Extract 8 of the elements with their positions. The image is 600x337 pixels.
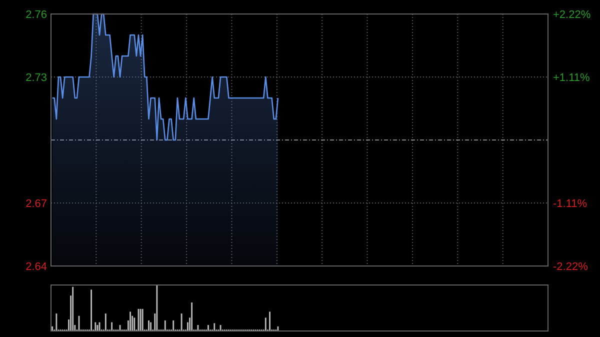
y-tick-label: 2.76 (26, 8, 47, 21)
y2-tick-label: -2.22% (553, 260, 588, 273)
y-tick-label: 2.64 (26, 260, 47, 273)
y2-tick-label: +2.22% (553, 8, 591, 21)
y2-tick-label: +1.11% (553, 72, 590, 84)
y-tick-label: 2.67 (26, 198, 47, 210)
y2-tick-label: -1.11% (553, 198, 588, 210)
y-tick-label: 2.73 (26, 72, 47, 84)
